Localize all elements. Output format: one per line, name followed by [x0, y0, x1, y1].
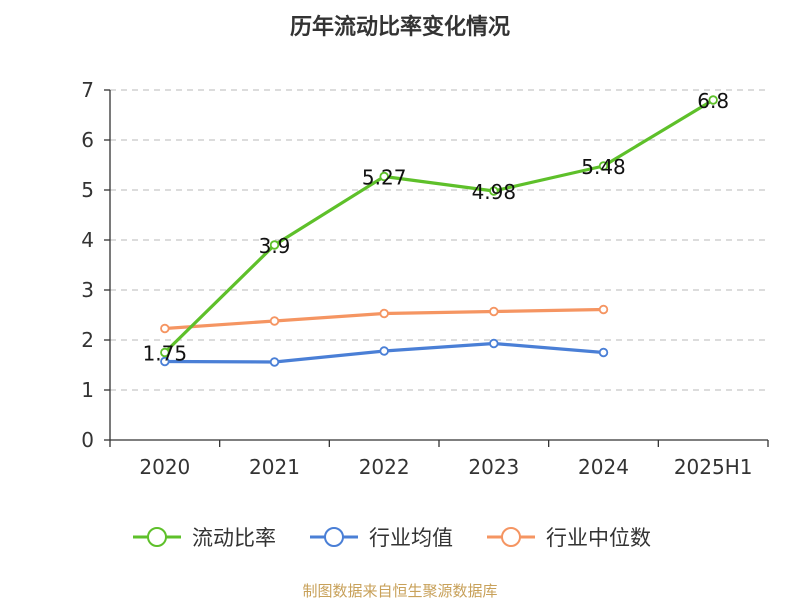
y-tick-label: 1 [81, 378, 94, 402]
y-tick-label: 6 [81, 128, 94, 152]
data-point [598, 347, 609, 358]
y-tick-label: 5 [81, 178, 94, 202]
y-tick-label: 2 [81, 328, 94, 352]
legend-marker [324, 527, 344, 547]
series-1 [160, 338, 609, 367]
y-tick-label: 3 [81, 278, 94, 302]
x-tick-label: 2024 [578, 455, 629, 479]
chart-title: 历年流动比率变化情况 [290, 14, 510, 40]
series-line [163, 98, 714, 354]
data-label: 1.75 [143, 342, 188, 366]
series-2 [160, 304, 609, 334]
grid [110, 89, 768, 391]
legend-label: 行业均值 [369, 526, 453, 550]
y-tick-label: 0 [81, 428, 94, 452]
x-tick-label: 2023 [468, 455, 519, 479]
data-point [598, 304, 609, 315]
data-point [379, 346, 389, 356]
data-point [160, 347, 170, 358]
data-point [598, 161, 609, 171]
data-point [489, 338, 499, 349]
data-label: 4.98 [472, 180, 517, 204]
x-tick-label: 2021 [249, 455, 300, 479]
legend-label: 流动比率 [192, 526, 276, 550]
data-point [379, 171, 389, 182]
data-point [379, 308, 389, 319]
data-point [269, 316, 280, 326]
x-tick-label: 2025H1 [674, 455, 753, 479]
data-point [269, 357, 280, 367]
data-label: 5.27 [362, 166, 407, 190]
data-point [160, 356, 170, 367]
y-tick-label: 4 [81, 228, 94, 252]
data-point [489, 186, 499, 196]
data-point [708, 95, 718, 105]
axes: 0 1 2 3 4 5 6 7 2020 2021 2022 2023 2024 2025H1 [81, 78, 769, 479]
legend-marker [501, 527, 521, 547]
data-labels: 1.75 3.9 5.27 4.98 5.48 6.8 [143, 89, 730, 366]
legend-marker [147, 527, 167, 547]
data-label: 6.8 [697, 89, 729, 113]
x-tick-label: 2020 [139, 455, 190, 479]
source-note: 制图数据来自恒生聚源数据库 [302, 582, 497, 600]
legend-item[interactable]: 行业均值 [310, 526, 453, 550]
legend-label: 行业中位数 [546, 526, 651, 550]
data-point [489, 306, 499, 317]
data-point [269, 240, 280, 250]
legend-item[interactable]: 流动比率 [133, 526, 276, 550]
data-point [160, 323, 170, 334]
legend-item[interactable]: 行业中位数 [487, 526, 651, 550]
series-0 [160, 95, 718, 358]
y-tick-label: 7 [81, 78, 94, 102]
legend: 流动比率 行业均值 行业中位数 [133, 526, 651, 550]
data-label: 5.48 [581, 155, 626, 179]
x-tick-label: 2022 [359, 455, 410, 479]
data-label: 3.9 [259, 234, 291, 258]
series-layer [160, 95, 718, 367]
